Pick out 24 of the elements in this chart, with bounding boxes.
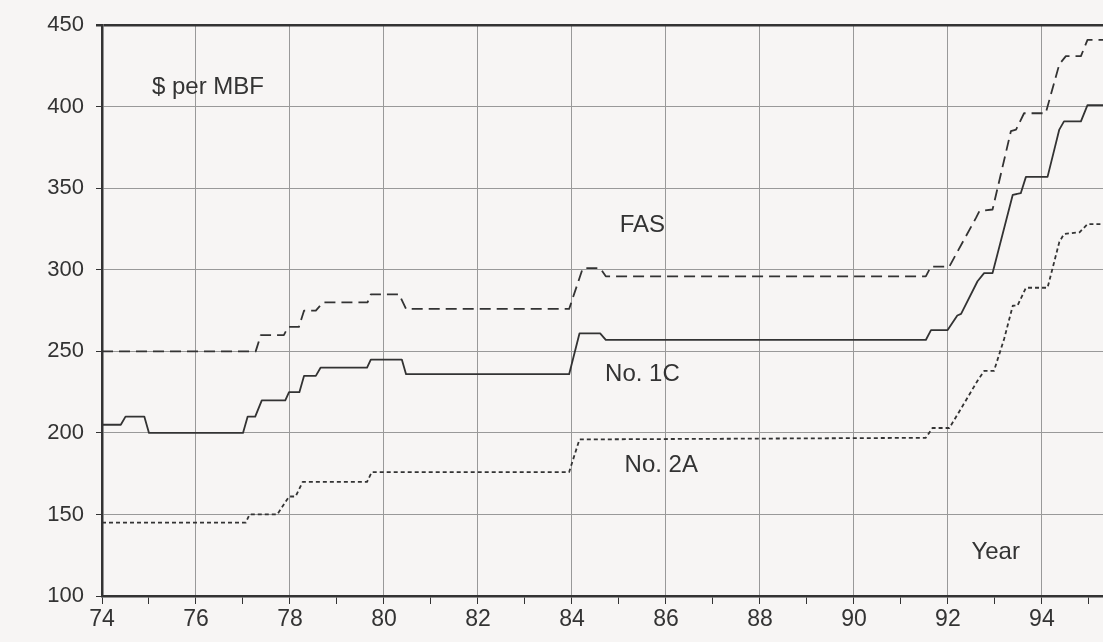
x-tick-label: 80 [371, 605, 397, 632]
y-tick-label: 300 [47, 255, 84, 281]
y-tick-label: 200 [47, 418, 84, 444]
x-tick-label: 94 [1029, 605, 1055, 632]
x-tick-label: 74 [89, 605, 115, 632]
x-tick-label: 92 [935, 605, 961, 632]
x-tick-label: 78 [277, 605, 303, 632]
series-label: FAS [619, 210, 666, 238]
x-tick-label: 82 [465, 605, 491, 632]
y-tick-label: 150 [47, 500, 84, 526]
series-label: No. 2A [624, 450, 698, 478]
y-tick-label: 250 [47, 337, 84, 363]
x-tick-label: 86 [653, 605, 679, 632]
y-tick-label: 450 [47, 11, 84, 37]
x-tick-label: 88 [747, 605, 773, 632]
x-axis-title: Year [971, 536, 1020, 564]
series-label: No. 1C [605, 358, 680, 386]
y-tick-label: 350 [47, 174, 84, 200]
x-tick-label: 84 [559, 605, 585, 632]
y-axis-title: $ per MBF [152, 71, 265, 99]
y-tick-label: 400 [47, 92, 84, 118]
y-tick-label: 100 [47, 582, 84, 608]
x-tick-label: 90 [841, 605, 867, 632]
x-tick-label: 76 [183, 605, 209, 632]
